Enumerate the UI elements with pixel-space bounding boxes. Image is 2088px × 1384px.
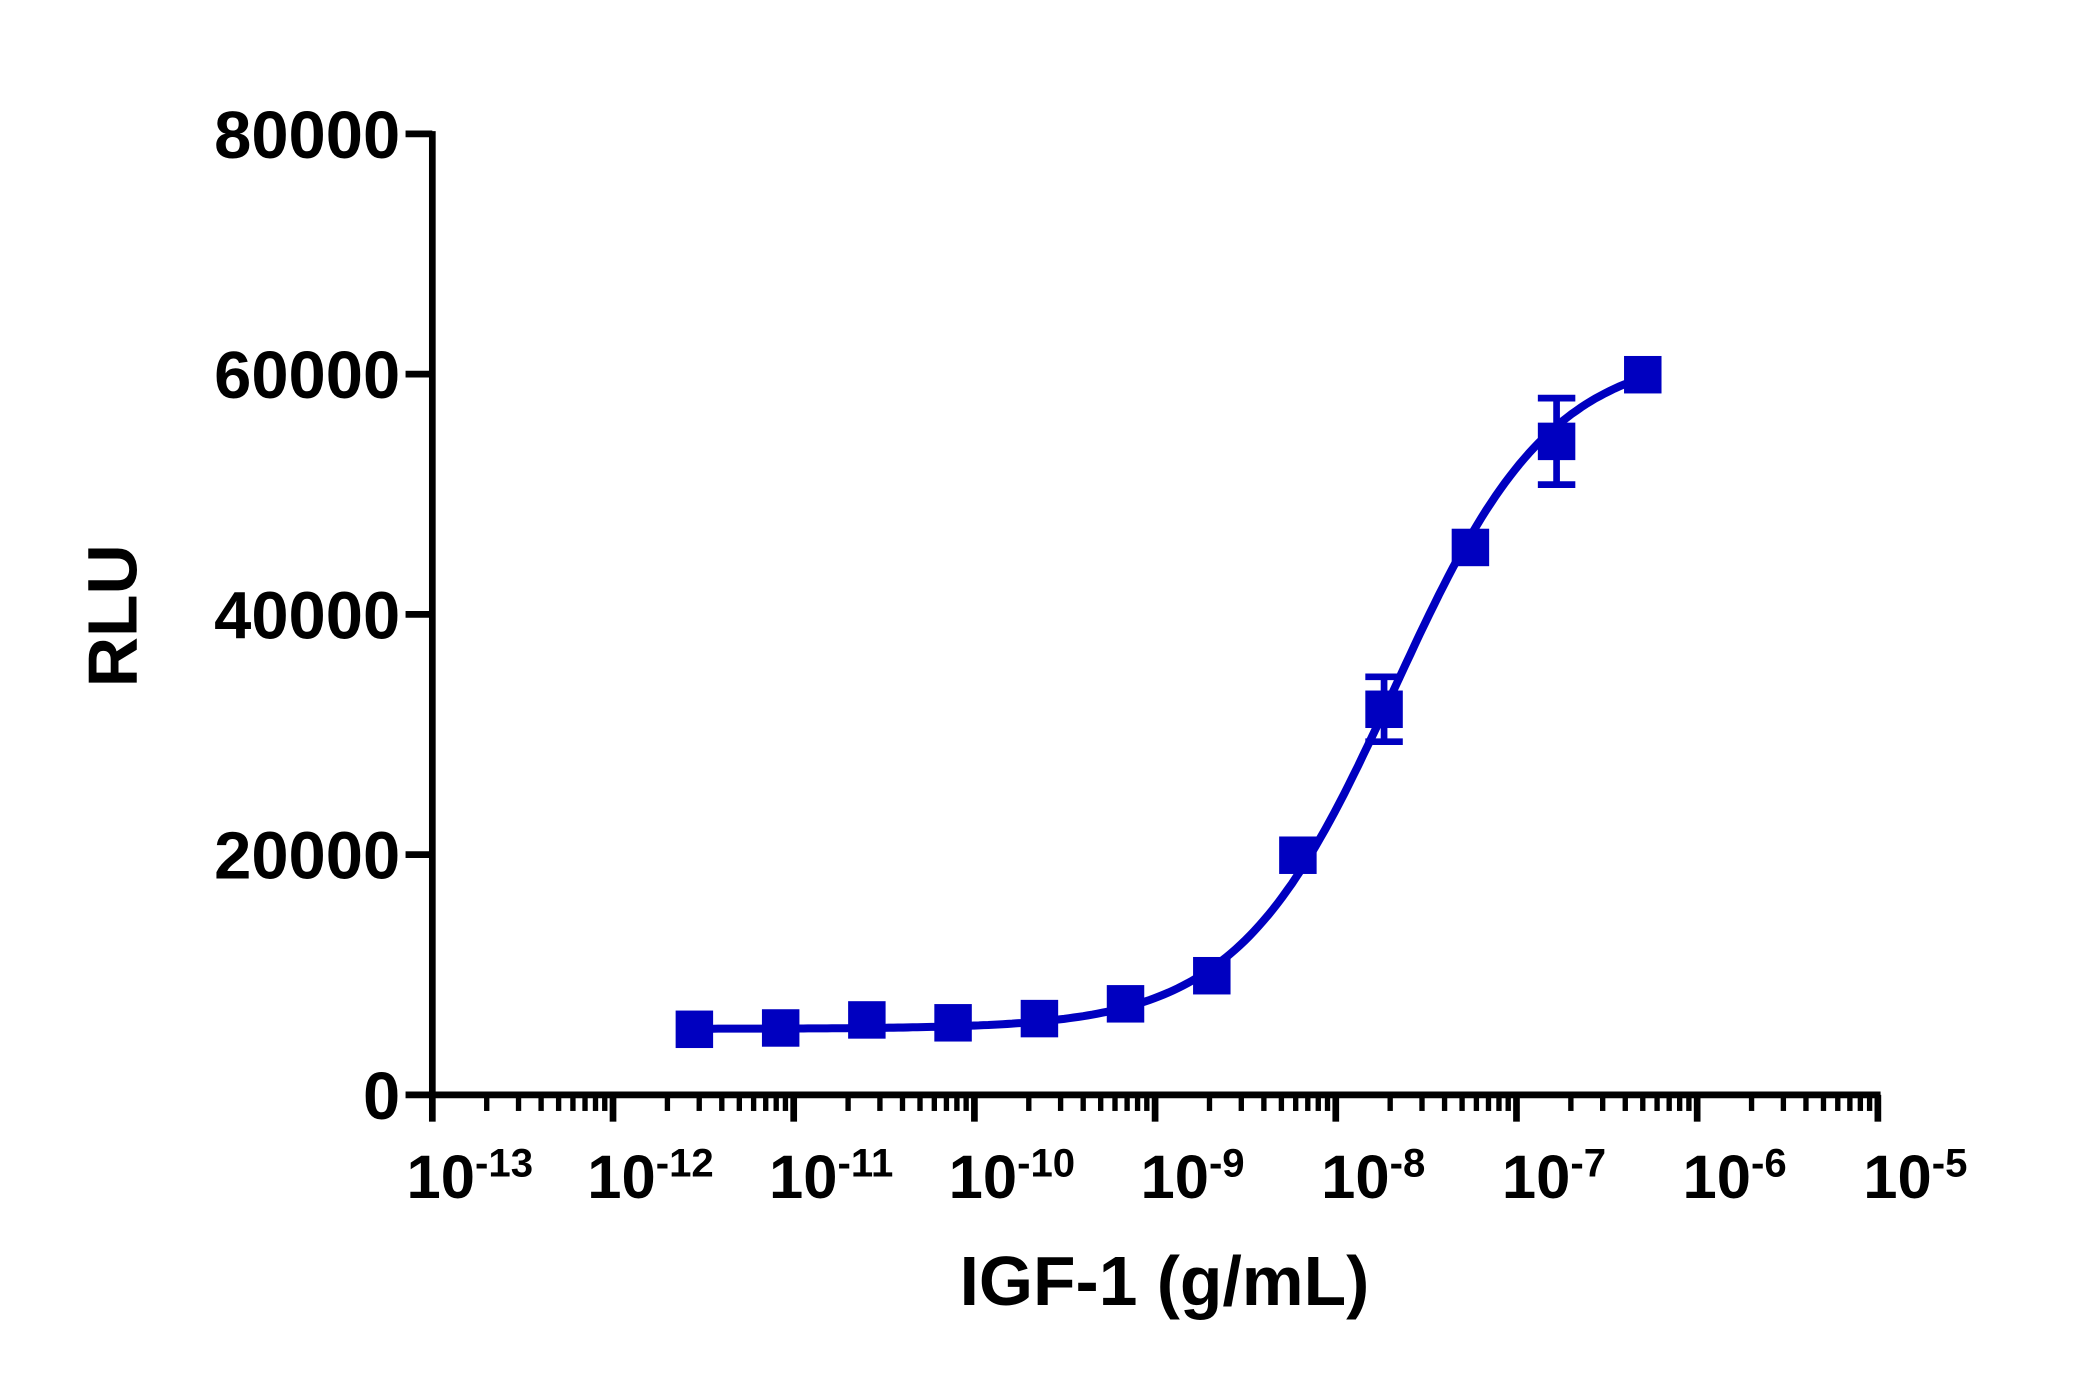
y-tick-label: 40000 <box>214 578 400 653</box>
x-tick-base: 10 <box>587 1143 655 1212</box>
x-tick-base: 10 <box>1321 1143 1389 1212</box>
y-axis-label: RLU <box>74 544 152 687</box>
data-point <box>1624 355 1662 394</box>
x-axis-label: IGF-1 (g/mL) <box>960 1242 1370 1320</box>
x-tick-exponent: -8 <box>1390 1141 1426 1186</box>
data-point <box>1451 528 1490 567</box>
x-tick-base: 10 <box>1502 1143 1570 1212</box>
x-tick-base: 10 <box>1863 1143 1931 1212</box>
data-point <box>761 1009 800 1047</box>
x-tick-label: 10-5 <box>1863 1141 1967 1212</box>
x-tick-label: 10-6 <box>1683 1141 1787 1212</box>
x-tick-label: 10-8 <box>1321 1141 1425 1212</box>
x-tick-base: 10 <box>1683 1143 1751 1212</box>
y-tick-label: 0 <box>363 1059 400 1134</box>
x-tick-exponent: -11 <box>838 1141 894 1186</box>
x-tick-exponent: -9 <box>1209 1141 1245 1186</box>
data-point <box>934 1004 972 1042</box>
x-tick-exponent: -6 <box>1751 1141 1787 1186</box>
y-tick-label: 60000 <box>214 338 400 413</box>
x-tick-exponent: -10 <box>1017 1141 1075 1186</box>
x-tick-exponent: -12 <box>656 1141 714 1186</box>
data-point <box>675 1010 714 1049</box>
x-tick-label: 10-13 <box>407 1141 533 1212</box>
data-point <box>1365 690 1403 729</box>
x-tick-label: 10-7 <box>1502 1141 1606 1212</box>
data-point <box>1106 985 1145 1023</box>
x-tick-exponent: -7 <box>1570 1141 1606 1186</box>
x-tick-base: 10 <box>1140 1143 1208 1212</box>
y-tick-label: 20000 <box>214 819 400 894</box>
x-tick-exponent: -5 <box>1932 1141 1968 1186</box>
x-tick-base: 10 <box>769 1143 837 1212</box>
x-tick-label: 10-12 <box>587 1141 713 1212</box>
x-tick-base: 10 <box>407 1143 475 1212</box>
data-point <box>1193 956 1231 995</box>
x-tick-label: 10-11 <box>769 1141 893 1212</box>
y-tick-label: 80000 <box>214 98 400 173</box>
x-tick-exponent: -13 <box>475 1141 533 1186</box>
data-point <box>1537 422 1576 461</box>
x-tick-label: 10-9 <box>1140 1141 1244 1212</box>
data-point <box>1279 836 1317 874</box>
fit-curve <box>694 373 1645 1033</box>
data-point <box>1020 999 1059 1038</box>
x-tick-label: 10-10 <box>949 1141 1075 1212</box>
data-point <box>848 1001 886 1039</box>
x-tick-base: 10 <box>949 1143 1017 1212</box>
